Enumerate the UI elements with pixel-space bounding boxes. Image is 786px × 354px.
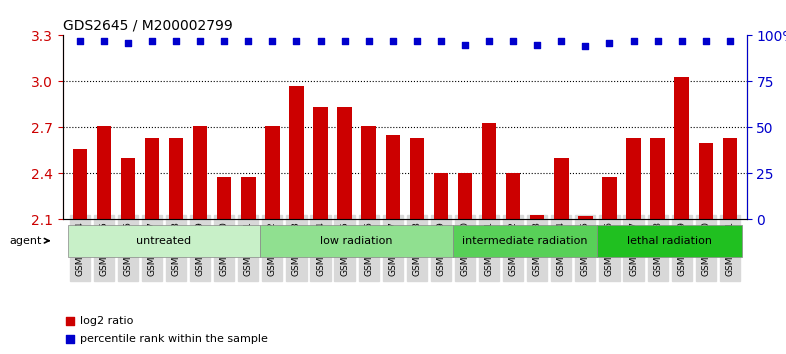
Bar — [650, 138, 665, 219]
Bar — [145, 138, 160, 219]
Point — [242, 38, 255, 44]
Point — [97, 38, 110, 44]
Bar — [434, 173, 448, 219]
Point — [461, 53, 473, 58]
Bar — [97, 126, 111, 219]
Bar — [385, 135, 400, 219]
Point — [290, 38, 303, 44]
Bar — [602, 177, 617, 219]
FancyBboxPatch shape — [453, 225, 597, 257]
Bar — [578, 216, 593, 219]
Bar — [722, 138, 737, 219]
Bar — [482, 123, 496, 219]
Point — [459, 42, 472, 47]
Text: low radiation: low radiation — [321, 236, 393, 246]
Point — [700, 38, 712, 44]
Bar — [457, 173, 472, 219]
Point — [410, 38, 423, 44]
Bar — [337, 108, 352, 219]
Bar — [362, 126, 376, 219]
Point — [461, 220, 473, 226]
FancyBboxPatch shape — [597, 225, 742, 257]
Bar — [506, 173, 520, 219]
Point — [435, 38, 447, 44]
Point — [73, 38, 86, 44]
Bar — [410, 138, 424, 219]
FancyBboxPatch shape — [260, 225, 453, 257]
Point — [675, 38, 688, 44]
Bar — [314, 108, 328, 219]
Text: untreated: untreated — [137, 236, 192, 246]
Point — [603, 40, 615, 46]
Text: agent: agent — [9, 236, 49, 246]
Text: intermediate radiation: intermediate radiation — [462, 236, 588, 246]
Bar — [121, 158, 135, 219]
Bar — [674, 77, 689, 219]
Bar — [530, 215, 545, 219]
Point — [627, 38, 640, 44]
Bar — [289, 86, 303, 219]
Bar — [241, 177, 255, 219]
Point — [483, 38, 495, 44]
Point — [387, 38, 399, 44]
FancyBboxPatch shape — [68, 225, 260, 257]
Point — [266, 38, 279, 44]
Point — [652, 38, 664, 44]
Point — [579, 44, 592, 49]
Point — [122, 40, 134, 46]
Point — [724, 38, 736, 44]
Point — [145, 38, 158, 44]
Point — [507, 38, 520, 44]
Bar — [626, 138, 641, 219]
Text: log2 ratio: log2 ratio — [80, 315, 134, 326]
Bar — [217, 177, 231, 219]
Bar — [169, 138, 183, 219]
Bar — [193, 126, 208, 219]
Bar — [72, 149, 87, 219]
Text: GDS2645 / M200002799: GDS2645 / M200002799 — [63, 19, 233, 33]
Bar — [554, 158, 568, 219]
Bar — [699, 143, 713, 219]
Point — [362, 38, 375, 44]
Bar — [265, 126, 280, 219]
Point — [314, 38, 327, 44]
Text: lethal radiation: lethal radiation — [627, 236, 712, 246]
Point — [531, 42, 543, 47]
Point — [218, 38, 230, 44]
Point — [555, 38, 567, 44]
Point — [338, 38, 351, 44]
Point — [170, 38, 182, 44]
Text: percentile rank within the sample: percentile rank within the sample — [80, 334, 268, 344]
Point — [194, 38, 207, 44]
